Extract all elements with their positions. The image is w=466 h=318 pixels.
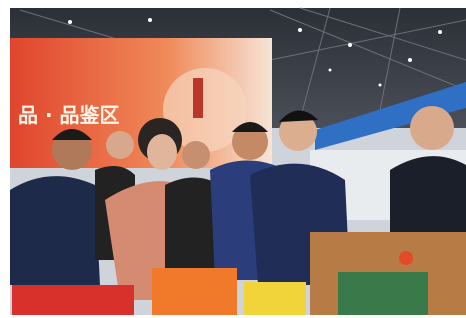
- gift-box-logo: [399, 251, 413, 265]
- page: 品 · 品鉴区 (() => { const data = JSON.parse…: [0, 0, 466, 318]
- photo: 品 · 品鉴区: [0, 0, 466, 318]
- red-box: [12, 285, 134, 315]
- orange-tray: [152, 268, 237, 315]
- banner-text: 品 · 品鉴区: [18, 103, 120, 127]
- banner-tower: [193, 78, 203, 118]
- yellow-box: [244, 282, 306, 315]
- gift-box-art: [338, 272, 428, 315]
